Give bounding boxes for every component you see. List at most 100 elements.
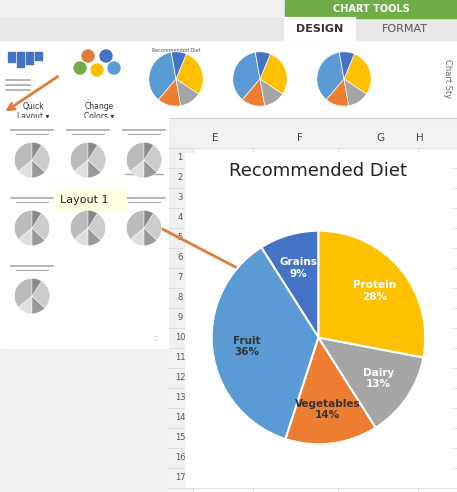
Wedge shape	[88, 145, 106, 172]
Text: 10: 10	[175, 334, 185, 342]
Bar	[0, 40, 457, 118]
Wedge shape	[127, 142, 144, 171]
Bar	[185, 153, 452, 487]
Text: %
%: % %	[85, 155, 90, 166]
Wedge shape	[260, 79, 283, 106]
Bar	[17, 52, 24, 67]
Circle shape	[82, 50, 94, 62]
Text: 7: 7	[177, 274, 183, 282]
Wedge shape	[260, 54, 287, 94]
Bar	[136, 45, 216, 113]
Text: 14: 14	[175, 413, 185, 423]
Wedge shape	[286, 338, 376, 444]
Wedge shape	[88, 142, 97, 160]
Wedge shape	[144, 213, 162, 240]
Text: Vegetables
14%: Vegetables 14%	[295, 399, 361, 420]
Wedge shape	[32, 211, 42, 228]
Bar	[304, 45, 384, 113]
Text: 15: 15	[175, 433, 185, 442]
Wedge shape	[339, 52, 354, 79]
Circle shape	[100, 50, 112, 62]
Circle shape	[108, 62, 120, 74]
Bar	[8, 192, 56, 250]
Wedge shape	[88, 211, 97, 228]
Wedge shape	[18, 160, 32, 178]
Wedge shape	[74, 228, 88, 246]
Text: Recommended Diet: Recommended Diet	[229, 162, 407, 180]
Text: CHART TOOLS: CHART TOOLS	[333, 4, 409, 14]
Circle shape	[91, 64, 103, 76]
Wedge shape	[317, 52, 344, 100]
Text: 9: 9	[177, 313, 183, 322]
Text: 3: 3	[177, 193, 183, 203]
Text: 1: 1	[177, 154, 183, 162]
Wedge shape	[32, 142, 42, 160]
Text: 8: 8	[177, 294, 183, 303]
Text: Layout 1: Layout 1	[60, 195, 108, 205]
Wedge shape	[32, 160, 45, 178]
Text: Grains
9%: Grains 9%	[279, 257, 317, 278]
Text: F: F	[297, 133, 303, 143]
Text: Fruit
36%: Fruit 36%	[233, 336, 260, 357]
Wedge shape	[32, 228, 45, 246]
Text: Protein
28%: Protein 28%	[353, 280, 396, 302]
Text: 17: 17	[175, 473, 185, 483]
Circle shape	[74, 62, 86, 74]
Text: Recommended Diet: Recommended Diet	[152, 48, 200, 53]
Wedge shape	[130, 160, 144, 178]
Wedge shape	[32, 145, 50, 172]
Bar	[56, 190, 126, 210]
Bar	[68, 44, 130, 110]
Wedge shape	[171, 52, 186, 79]
Wedge shape	[144, 211, 154, 228]
Wedge shape	[144, 142, 154, 160]
Wedge shape	[70, 142, 88, 171]
Bar	[0, 18, 457, 40]
Text: Chart Sty: Chart Sty	[443, 60, 452, 98]
Bar	[0, 118, 168, 348]
Text: ::: ::	[154, 333, 160, 343]
Text: 16: 16	[175, 454, 185, 462]
Wedge shape	[18, 228, 32, 246]
Wedge shape	[176, 54, 203, 94]
Text: G: G	[376, 133, 384, 143]
Text: 2: 2	[177, 174, 183, 183]
Text: 13: 13	[175, 394, 185, 402]
Bar	[8, 124, 56, 182]
Wedge shape	[176, 79, 199, 106]
Wedge shape	[32, 278, 42, 296]
Bar	[120, 192, 168, 250]
Wedge shape	[144, 160, 157, 178]
Wedge shape	[319, 231, 425, 358]
Wedge shape	[32, 281, 50, 308]
Wedge shape	[15, 142, 32, 171]
Text: E: E	[212, 133, 218, 143]
Wedge shape	[32, 296, 45, 313]
Bar	[120, 124, 168, 182]
Text: FORMAT: FORMAT	[382, 24, 428, 34]
Wedge shape	[149, 52, 176, 100]
Bar	[285, 18, 355, 40]
Bar	[64, 192, 112, 250]
Wedge shape	[319, 338, 423, 428]
Text: 4: 4	[177, 214, 183, 222]
Wedge shape	[344, 79, 367, 106]
Wedge shape	[212, 247, 319, 439]
Text: 12: 12	[175, 373, 185, 382]
Bar	[64, 124, 112, 182]
Text: Change
Colors ▾: Change Colors ▾	[84, 102, 114, 122]
Text: DESIGN: DESIGN	[297, 24, 344, 34]
Wedge shape	[159, 79, 181, 106]
Wedge shape	[242, 79, 265, 106]
Wedge shape	[32, 213, 50, 240]
Wedge shape	[74, 160, 88, 178]
Bar	[26, 52, 33, 64]
Text: Quick
Layout ▾: Quick Layout ▾	[17, 102, 49, 122]
Text: %
%: % %	[29, 155, 35, 166]
Wedge shape	[233, 52, 260, 100]
Bar	[168, 148, 193, 492]
Wedge shape	[15, 278, 32, 307]
Wedge shape	[18, 296, 32, 313]
Wedge shape	[144, 145, 162, 172]
Wedge shape	[344, 54, 371, 94]
